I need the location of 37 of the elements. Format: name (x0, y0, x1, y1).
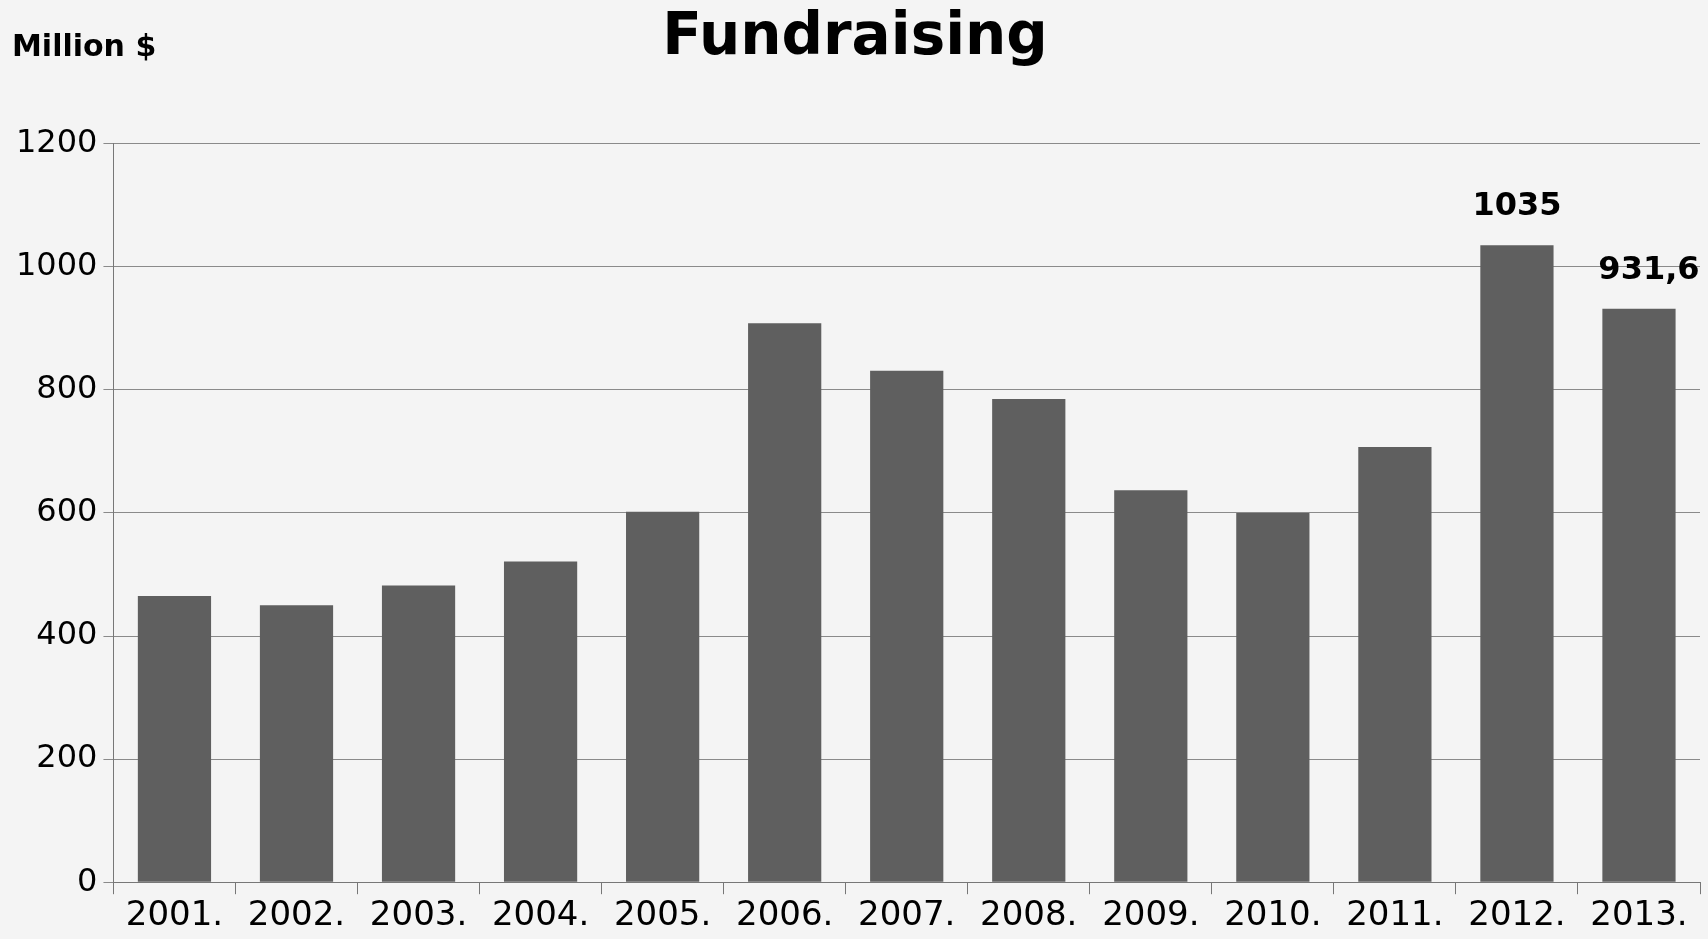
y-tick-label: 1200 (16, 121, 98, 160)
bar (1480, 245, 1554, 882)
x-tick-label: 2004. (491, 893, 590, 934)
data-label: 931,6 (1598, 249, 1700, 288)
x-tick-label: 2007. (858, 893, 956, 934)
bar (1114, 490, 1188, 882)
bar (259, 605, 334, 882)
y-tick-label: 1000 (16, 245, 98, 284)
x-tick-label: 2005. (613, 893, 712, 934)
bar (1358, 447, 1432, 882)
x-tick-label: 2011. (1346, 893, 1444, 934)
bar (137, 595, 212, 882)
x-tick-label: 2010. (1224, 893, 1322, 934)
x-tick-label: 2001. (125, 893, 224, 934)
bar (748, 323, 822, 882)
x-tick-label: 2008. (980, 893, 1078, 934)
bar (1236, 512, 1310, 882)
x-tick-label: 2003. (369, 893, 468, 934)
x-tick-label: 2002. (247, 893, 346, 934)
y-tick-label: 800 (36, 368, 98, 407)
x-tick-label: 2012. (1468, 893, 1566, 934)
x-tick-label: 2006. (736, 893, 834, 934)
bar (626, 511, 700, 882)
bar (870, 370, 944, 882)
x-tick-label: 2013. (1590, 893, 1688, 934)
bar (503, 561, 578, 882)
y-tick-label: 0 (77, 860, 98, 899)
y-tick-label: 200 (36, 737, 98, 776)
y-axis-title: Million $ (12, 27, 157, 63)
y-tick-label: 400 (36, 614, 98, 653)
bar (381, 585, 456, 882)
bar (1602, 308, 1676, 882)
bar (992, 399, 1066, 882)
data-label: 1035 (1472, 185, 1562, 224)
x-tick-label: 2009. (1102, 893, 1200, 934)
y-tick-label: 600 (36, 491, 98, 530)
chart-title: Fundraising (662, 0, 1048, 68)
